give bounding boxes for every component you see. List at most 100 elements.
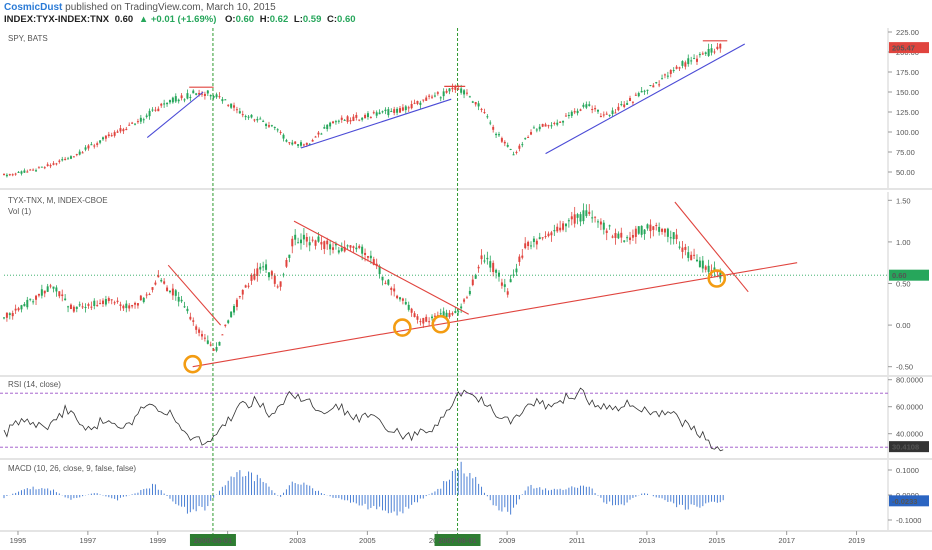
candle-body — [582, 210, 585, 222]
candle-body — [707, 48, 710, 56]
candle-body — [285, 140, 288, 142]
candle-body — [431, 96, 434, 98]
candle-body — [346, 116, 349, 122]
candle-body — [195, 326, 198, 330]
candle-body — [681, 247, 684, 252]
candle-body — [180, 299, 183, 302]
candle-body — [672, 232, 675, 240]
candle-body — [465, 92, 468, 94]
candle-body — [422, 99, 425, 101]
candle-body — [119, 128, 122, 132]
year-tick-label: 2009 — [499, 536, 516, 545]
candle-body — [425, 316, 428, 322]
candle-body — [358, 245, 361, 248]
candle-body — [573, 111, 576, 113]
candle-body — [524, 243, 527, 249]
candle-body — [17, 308, 20, 311]
candle-body — [419, 321, 422, 323]
candle-body — [480, 255, 483, 260]
candle-body — [166, 102, 169, 105]
candle-body — [538, 237, 541, 240]
candle-body — [326, 124, 329, 130]
candle-body — [192, 320, 195, 322]
candle-body — [454, 86, 457, 90]
candle-body — [398, 297, 401, 300]
candle-body — [11, 313, 14, 317]
candle-body — [704, 266, 707, 270]
candle-body — [439, 97, 442, 99]
price-tick-label: -0.50 — [896, 363, 913, 372]
candle-body — [669, 70, 672, 74]
candle-body — [617, 233, 620, 239]
candle-body — [658, 84, 661, 86]
candle-body — [419, 102, 422, 105]
candle-body — [614, 233, 617, 238]
candle-body — [279, 281, 282, 287]
candle-body — [387, 279, 390, 285]
year-tick-label: 1999 — [149, 536, 166, 545]
year-tick-label: 2015 — [708, 536, 725, 545]
candle-body — [247, 285, 250, 287]
candle-body — [567, 220, 570, 222]
candle-body — [532, 127, 535, 129]
candle-body — [378, 266, 381, 275]
price-tick-label: 175.00 — [896, 68, 919, 77]
candle-body — [629, 97, 632, 102]
published-text: published on TradingView.com, March 10, … — [65, 2, 276, 13]
candle-body — [346, 245, 349, 247]
candle-body — [710, 48, 713, 53]
macd-last-badge: -0.0233 — [892, 497, 917, 506]
candle-body — [270, 125, 273, 127]
candle-body — [101, 137, 104, 140]
candle-body — [527, 241, 530, 247]
candle-body — [256, 268, 259, 276]
candle-body — [378, 112, 381, 115]
candle-body — [58, 291, 61, 297]
year-tick-label: 2005 — [359, 536, 376, 545]
candle-body — [477, 103, 480, 107]
tyx-tnx-last-badge-bg — [889, 269, 929, 281]
candle-body — [364, 252, 367, 255]
candle-body — [332, 121, 335, 124]
candle-body — [527, 136, 530, 138]
candle-body — [110, 299, 113, 301]
candle-body — [649, 84, 652, 86]
candle-body — [361, 246, 364, 254]
candle-body — [238, 296, 241, 298]
candle-body — [90, 306, 93, 308]
candle-body — [323, 127, 326, 129]
candle-body — [267, 125, 270, 127]
candle-body — [84, 306, 87, 308]
candle-body — [591, 109, 594, 111]
candle-body — [518, 145, 521, 149]
symbol-label[interactable]: INDEX:TYX-INDEX:TNX — [4, 14, 110, 25]
candle-body — [396, 295, 399, 299]
candle-body — [521, 144, 524, 146]
candle-body — [468, 96, 471, 98]
candle-body — [489, 261, 492, 268]
candle-body — [198, 329, 201, 333]
candle-body — [227, 320, 230, 323]
pivot-circle — [431, 314, 451, 334]
rsi-line — [3, 387, 724, 452]
candle-body — [276, 286, 279, 288]
candle-body — [655, 225, 658, 227]
candle-body — [46, 164, 49, 167]
candle-body — [515, 151, 518, 153]
candle-body — [497, 134, 500, 136]
candle-body — [375, 112, 378, 116]
candle-body — [588, 211, 591, 214]
candle-body — [535, 129, 538, 131]
candle-body — [637, 226, 640, 234]
candle-body — [35, 295, 38, 300]
candle-body — [99, 303, 102, 305]
candle-body — [136, 303, 139, 306]
candle-body — [471, 101, 474, 103]
candle-body — [64, 158, 67, 160]
candle-body — [663, 74, 666, 76]
author-link[interactable]: CosmicDust — [4, 2, 63, 13]
candle-body — [666, 228, 669, 237]
candle-body — [334, 121, 337, 123]
candle-body — [116, 131, 119, 133]
